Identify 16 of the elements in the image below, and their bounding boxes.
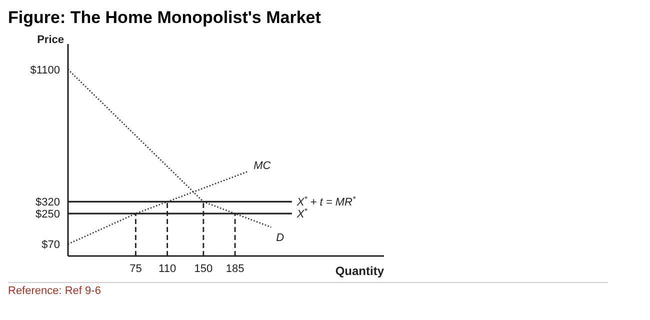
x-tick-label: 150: [194, 262, 213, 275]
y-axis-title: Price: [37, 34, 64, 46]
x-tick-label: 110: [158, 262, 176, 275]
series-label: X$^{*}$ + t = MR$^{*}$: [296, 194, 356, 209]
y-tick-label: $320: [36, 196, 60, 209]
series-label: MC: [254, 160, 271, 172]
y-tick-label: $250: [36, 208, 60, 221]
series-label: X$^{*}$: [296, 206, 308, 221]
series-label: D: [276, 232, 284, 244]
x-axis-title: Quantity: [335, 264, 384, 278]
chart-title: Figure: The Home Monopolist's Market: [8, 8, 322, 28]
y-tick-label: $70: [42, 239, 60, 252]
x-tick-label: 185: [226, 262, 244, 275]
x-tick-label: 75: [130, 262, 142, 275]
y-tick-label: $1100: [30, 64, 60, 76]
text: Reference: Ref 9-6: [8, 282, 608, 297]
